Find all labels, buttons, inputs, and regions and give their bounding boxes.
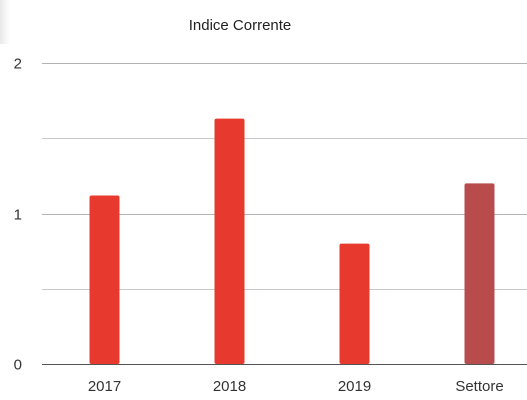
- chart-title: Indice Corrente: [189, 17, 292, 34]
- corner-shadow: [0, 0, 10, 44]
- bar-settore: [464, 183, 495, 364]
- bars: [42, 118, 527, 365]
- x-tick-label: 2019: [338, 378, 371, 395]
- x-tick-label: 2018: [213, 378, 246, 395]
- y-axis-ticks: 0 1 2: [14, 56, 22, 374]
- y-tick-label: 1: [14, 207, 22, 224]
- x-tick-label: Settore: [455, 378, 503, 395]
- y-tick-label: 2: [14, 56, 22, 73]
- x-tick-label: 2017: [88, 378, 121, 395]
- bar-2019: [339, 243, 370, 364]
- bar-2018: [214, 118, 245, 364]
- x-axis-labels: 2017 2018 2019 Settore: [88, 378, 504, 395]
- bar-2017: [89, 195, 120, 364]
- y-tick-label: 0: [14, 357, 22, 374]
